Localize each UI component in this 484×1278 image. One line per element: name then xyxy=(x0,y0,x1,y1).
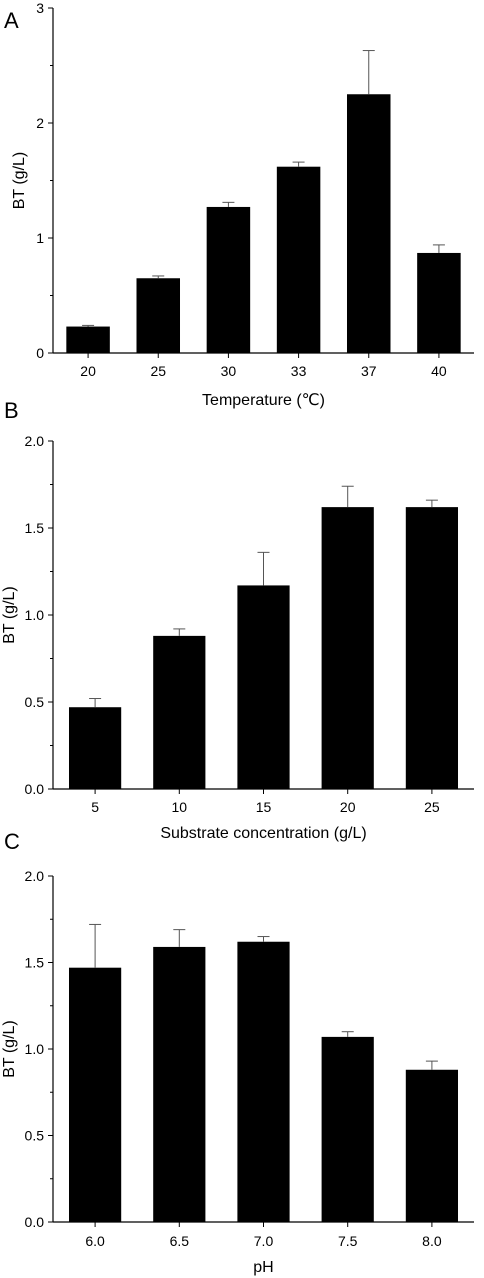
y-axis-label: BT (g/L) xyxy=(11,152,28,210)
y-axis-label: BT (g/L) xyxy=(1,1020,18,1078)
y-tick-label: 1.5 xyxy=(25,520,45,536)
bar-40 xyxy=(417,252,461,353)
x-tick-label: 10 xyxy=(172,799,188,815)
x-tick-label: 7.5 xyxy=(338,1233,358,1249)
bar-30 xyxy=(206,206,251,353)
x-tick-label: 8.0 xyxy=(422,1233,442,1249)
panel-label: B xyxy=(4,398,19,423)
panel-label: A xyxy=(4,8,19,33)
x-tick-label: 30 xyxy=(221,363,237,379)
bar-6-0 xyxy=(68,967,122,1222)
bar-15 xyxy=(237,585,290,789)
bar-8-0 xyxy=(405,1069,459,1222)
bar-5 xyxy=(68,707,122,789)
x-tick-label: 6.0 xyxy=(85,1233,105,1249)
y-axis-label: BT (g/L) xyxy=(1,586,18,644)
x-axis-label: Substrate concentration (g/L) xyxy=(160,825,366,842)
bar-37 xyxy=(346,94,391,353)
x-axis-label: pH xyxy=(253,1259,273,1276)
x-tick-label: 33 xyxy=(291,363,307,379)
y-tick-label: 2.0 xyxy=(25,433,45,449)
y-tick-label: 2.0 xyxy=(25,868,45,884)
x-tick-label: 6.5 xyxy=(170,1233,190,1249)
y-tick-label: 0.0 xyxy=(25,781,45,797)
x-tick-label: 25 xyxy=(424,799,440,815)
x-tick-label: 5 xyxy=(91,799,99,815)
chart-panel-c: C 6.0 6.5 7.0 7.5 8.0 0.0 0.5 1.0 1.5 2.0 pH BT (g/… xyxy=(1,829,474,1276)
x-tick-label: 15 xyxy=(256,799,272,815)
bar-10 xyxy=(153,635,206,789)
chart-panel-b: B 5 10 15 20 25 0.0 0.5 1.0 1.5 2.0 Substrate conc… xyxy=(1,398,474,842)
y-tick-label: 0.5 xyxy=(25,1128,45,1144)
bar-7-5 xyxy=(321,1036,374,1222)
y-tick-label: 3 xyxy=(36,0,44,16)
x-tick-label: 37 xyxy=(361,363,377,379)
y-tick-label: 1.5 xyxy=(25,955,45,971)
y-tick-label: 2 xyxy=(36,115,44,131)
bar-6-5 xyxy=(153,946,206,1222)
x-tick-label: 20 xyxy=(340,799,356,815)
y-tick-label: 1.0 xyxy=(25,1041,45,1057)
bar-7-0 xyxy=(237,941,290,1222)
x-tick-label: 25 xyxy=(150,363,166,379)
y-tick-label: 0.0 xyxy=(25,1214,45,1230)
y-tick-label: 1 xyxy=(36,230,44,246)
x-axis-label: Temperature (℃) xyxy=(202,392,325,409)
bar-20 xyxy=(321,507,374,789)
y-tick-label: 1.0 xyxy=(25,607,45,623)
panel-label: C xyxy=(4,829,20,854)
bar-25 xyxy=(405,507,459,789)
x-tick-label: 40 xyxy=(431,363,447,379)
bar-33 xyxy=(276,166,321,353)
chart-panel-a: A 20 25 30 33 37 40 0 1 2 3 Temperature (℃) BT (g/L… xyxy=(4,0,474,409)
y-tick-label: 0.5 xyxy=(25,694,45,710)
bar-20 xyxy=(66,326,110,353)
x-tick-label: 20 xyxy=(80,363,96,379)
bar-25 xyxy=(136,278,181,353)
y-tick-label: 0 xyxy=(36,345,44,361)
x-tick-label: 7.0 xyxy=(254,1233,274,1249)
